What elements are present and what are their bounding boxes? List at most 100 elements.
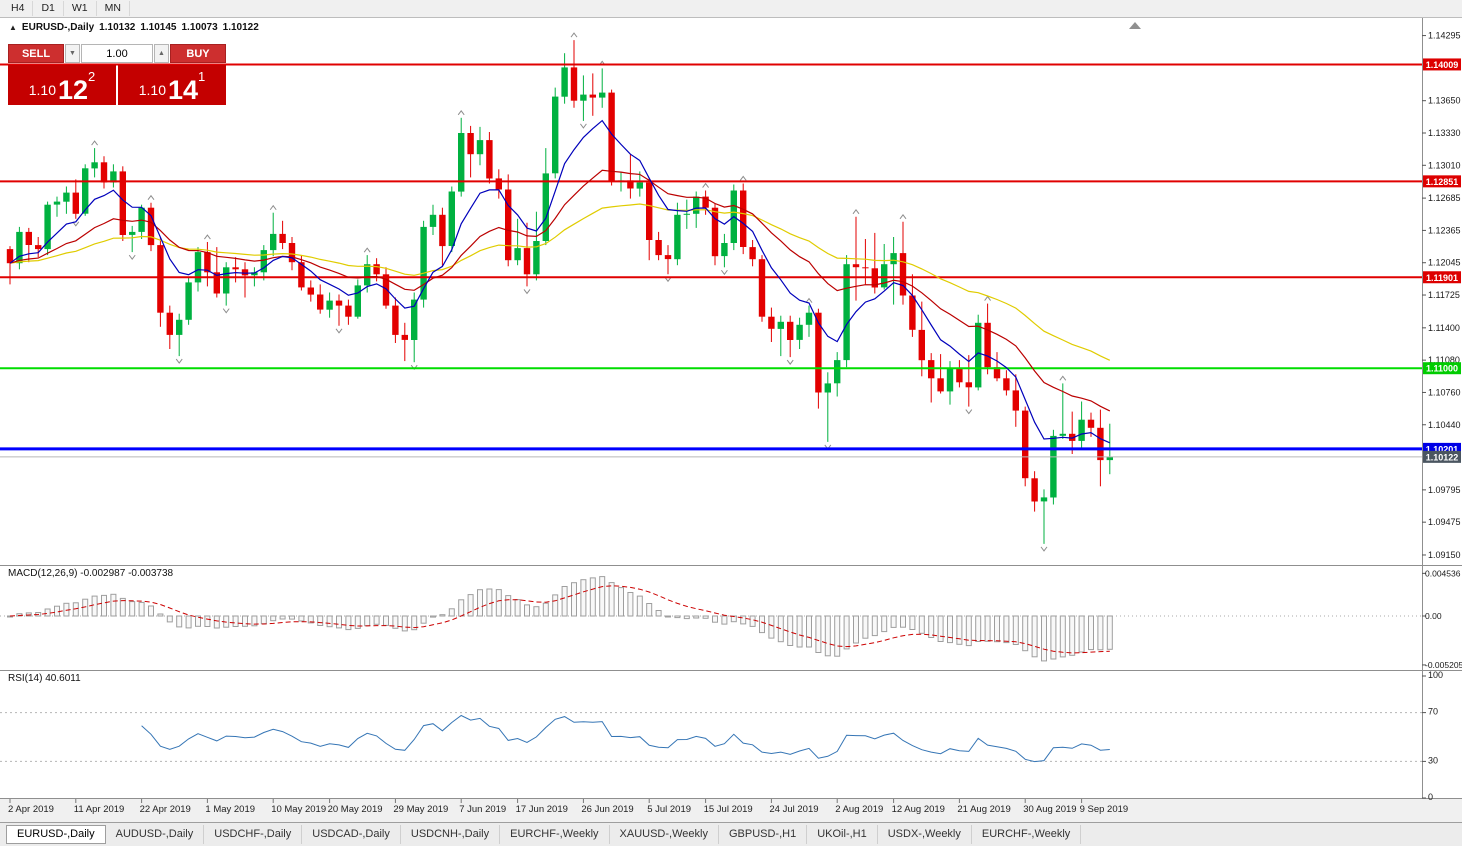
svg-text:7 Jun 2019: 7 Jun 2019 [459, 804, 506, 815]
rsi-value: 40.6011 [45, 673, 81, 684]
chart-tab[interactable]: EURCHF-,Weekly [500, 825, 610, 844]
price-badge-1.11901: 1.11901 [1423, 271, 1461, 284]
svg-text:1.10440: 1.10440 [1428, 420, 1461, 430]
ohlc-close: 1.10122 [222, 22, 259, 33]
rsi-label: RSI(14) [8, 673, 43, 684]
volume-up-icon: ▲ [158, 50, 165, 57]
timeframe-d1[interactable]: D1 [33, 1, 64, 16]
svg-text:0.00: 0.00 [1425, 611, 1442, 621]
fractal-markers [72, 32, 1067, 552]
volume-increase-button[interactable]: ▲ [154, 44, 169, 63]
svg-text:1.10201: 1.10201 [1426, 444, 1459, 454]
chart-title: ▲ EURUSD-,Daily 1.10132 1.10145 1.10073 … [9, 22, 259, 33]
svg-text:1.14295: 1.14295 [1428, 31, 1461, 41]
svg-text:17 Jun 2019: 17 Jun 2019 [516, 804, 568, 815]
volume-decrease-button[interactable]: ▼ [65, 44, 80, 63]
svg-text:1.10760: 1.10760 [1428, 387, 1461, 397]
chart-tab[interactable]: USDCHF-,Daily [204, 825, 303, 844]
svg-text:15 Jul 2019: 15 Jul 2019 [704, 804, 753, 815]
chart-tab[interactable]: USDX-,Weekly [878, 825, 972, 844]
ohlc-high: 1.10145 [140, 22, 177, 33]
price-badge-1.12851: 1.12851 [1423, 175, 1461, 188]
svg-text:1.11080: 1.11080 [1428, 355, 1460, 365]
time-axis[interactable]: 2 Apr 2019 11 Apr 2019 22 Apr 2019 1 May 20… [8, 799, 1128, 815]
candlesticks [6, 40, 1113, 544]
ohlc-open: 1.10132 [99, 22, 136, 33]
chart-tab[interactable]: EURUSD-,Daily [6, 825, 106, 844]
svg-text:1.13650: 1.13650 [1428, 96, 1461, 106]
volume-down-icon: ▼ [69, 50, 76, 57]
price-badge-1.11000: 1.11000 [1423, 362, 1461, 375]
svg-text:1.12365: 1.12365 [1428, 225, 1461, 235]
volume-input[interactable] [81, 44, 153, 63]
buy-price-pip: 1 [198, 69, 206, 84]
buy-price-base: 1.10 [138, 82, 166, 98]
svg-text:22 Apr 2019: 22 Apr 2019 [140, 804, 191, 815]
svg-text:1.11400: 1.11400 [1428, 323, 1460, 333]
svg-text:1.11000: 1.11000 [1426, 364, 1458, 374]
date-axis-strip[interactable] [0, 799, 1462, 822]
svg-text:29 May 2019: 29 May 2019 [393, 804, 448, 815]
svg-text:100: 100 [1428, 670, 1443, 680]
chart-tab[interactable]: GBPUSD-,H1 [719, 825, 808, 844]
buy-button[interactable]: BUY [170, 44, 226, 63]
chart-tab[interactable]: AUDUSD-,Daily [106, 825, 205, 844]
svg-text:1.09150: 1.09150 [1428, 550, 1461, 560]
macd-signal-value: -0.003738 [128, 568, 174, 579]
svg-text:1 May 2019: 1 May 2019 [205, 804, 255, 815]
svg-text:0: 0 [1428, 792, 1433, 802]
svg-text:1.12851: 1.12851 [1426, 177, 1459, 187]
chart-tab[interactable]: USDCAD-,Daily [302, 825, 401, 844]
svg-text:1.13330: 1.13330 [1428, 128, 1461, 138]
sell-button[interactable]: SELL [8, 44, 64, 63]
chart-tab[interactable]: UKOil-,H1 [807, 825, 878, 844]
timeframe-h4[interactable]: H4 [3, 1, 34, 16]
sell-price-display[interactable]: 1.10 12 2 [8, 65, 116, 105]
macd-value: -0.002987 [80, 568, 126, 579]
chart-tabs: EURUSD-,Daily AUDUSD-,Daily USDCHF-,Daily U… [0, 822, 1462, 846]
chart-background [0, 18, 1462, 822]
macd-header: MACD(12,26,9) -0.002987 -0.003738 [8, 568, 173, 579]
chart-tab[interactable]: USDCNH-,Daily [401, 825, 501, 844]
svg-text:1.11901: 1.11901 [1426, 273, 1458, 283]
svg-text:1.09795: 1.09795 [1428, 485, 1461, 495]
svg-text:21 Aug 2019: 21 Aug 2019 [957, 804, 1010, 815]
svg-text:1.12045: 1.12045 [1428, 258, 1461, 268]
svg-text:11 Apr 2019: 11 Apr 2019 [74, 804, 125, 815]
sell-price-pip: 2 [88, 69, 96, 84]
chart-tab[interactable]: XAUUSD-,Weekly [610, 825, 719, 844]
svg-text:9 Sep 2019: 9 Sep 2019 [1080, 804, 1129, 815]
buy-price-main: 14 [167, 75, 199, 106]
svg-text:20 May 2019: 20 May 2019 [328, 804, 383, 815]
svg-text:1.13010: 1.13010 [1428, 160, 1461, 170]
chart-symbol-label: EURUSD-,Daily [21, 22, 95, 33]
svg-text:1.12685: 1.12685 [1428, 193, 1461, 203]
macd-label: MACD(12,26,9) [8, 568, 78, 579]
svg-text:12 Aug 2019: 12 Aug 2019 [892, 804, 945, 815]
svg-text:26 Jun 2019: 26 Jun 2019 [581, 804, 633, 815]
timeframe-w1[interactable]: W1 [64, 1, 97, 16]
price-axis[interactable]: 1.14295 1.13650 1.13330 1.13010 1.12685 1.123… [1422, 18, 1462, 802]
svg-text:1.11725: 1.11725 [1428, 290, 1460, 300]
svg-text:1.09475: 1.09475 [1428, 517, 1461, 527]
sell-price-main: 12 [57, 75, 89, 106]
tick-direction-icon: ▲ [9, 23, 17, 32]
svg-text:24 Jul 2019: 24 Jul 2019 [769, 804, 818, 815]
ma-slow-line [9, 203, 1111, 361]
svg-text:30 Aug 2019: 30 Aug 2019 [1023, 804, 1076, 815]
chart-tab[interactable]: EURCHF-,Weekly [972, 825, 1082, 844]
one-click-trading-panel: SELL ▼ ▲ BUY 1.10 12 2 1.10 14 1 [8, 44, 226, 105]
svg-text:5 Jul 2019: 5 Jul 2019 [647, 804, 691, 815]
svg-text:30: 30 [1428, 755, 1438, 765]
scroll-to-latest-icon[interactable] [1129, 22, 1141, 29]
svg-text:0.004536: 0.004536 [1425, 568, 1461, 578]
buy-price-display[interactable]: 1.10 14 1 [118, 65, 226, 105]
price-badge-1.10122: 1.10122 [1423, 450, 1461, 463]
timeframe-mn[interactable]: MN [97, 1, 130, 16]
ma-fast-line [9, 119, 1111, 444]
ohlc-low: 1.10073 [181, 22, 218, 33]
svg-text:-0.005205: -0.005205 [1425, 660, 1462, 670]
price-badge-1.14009: 1.14009 [1423, 58, 1461, 71]
